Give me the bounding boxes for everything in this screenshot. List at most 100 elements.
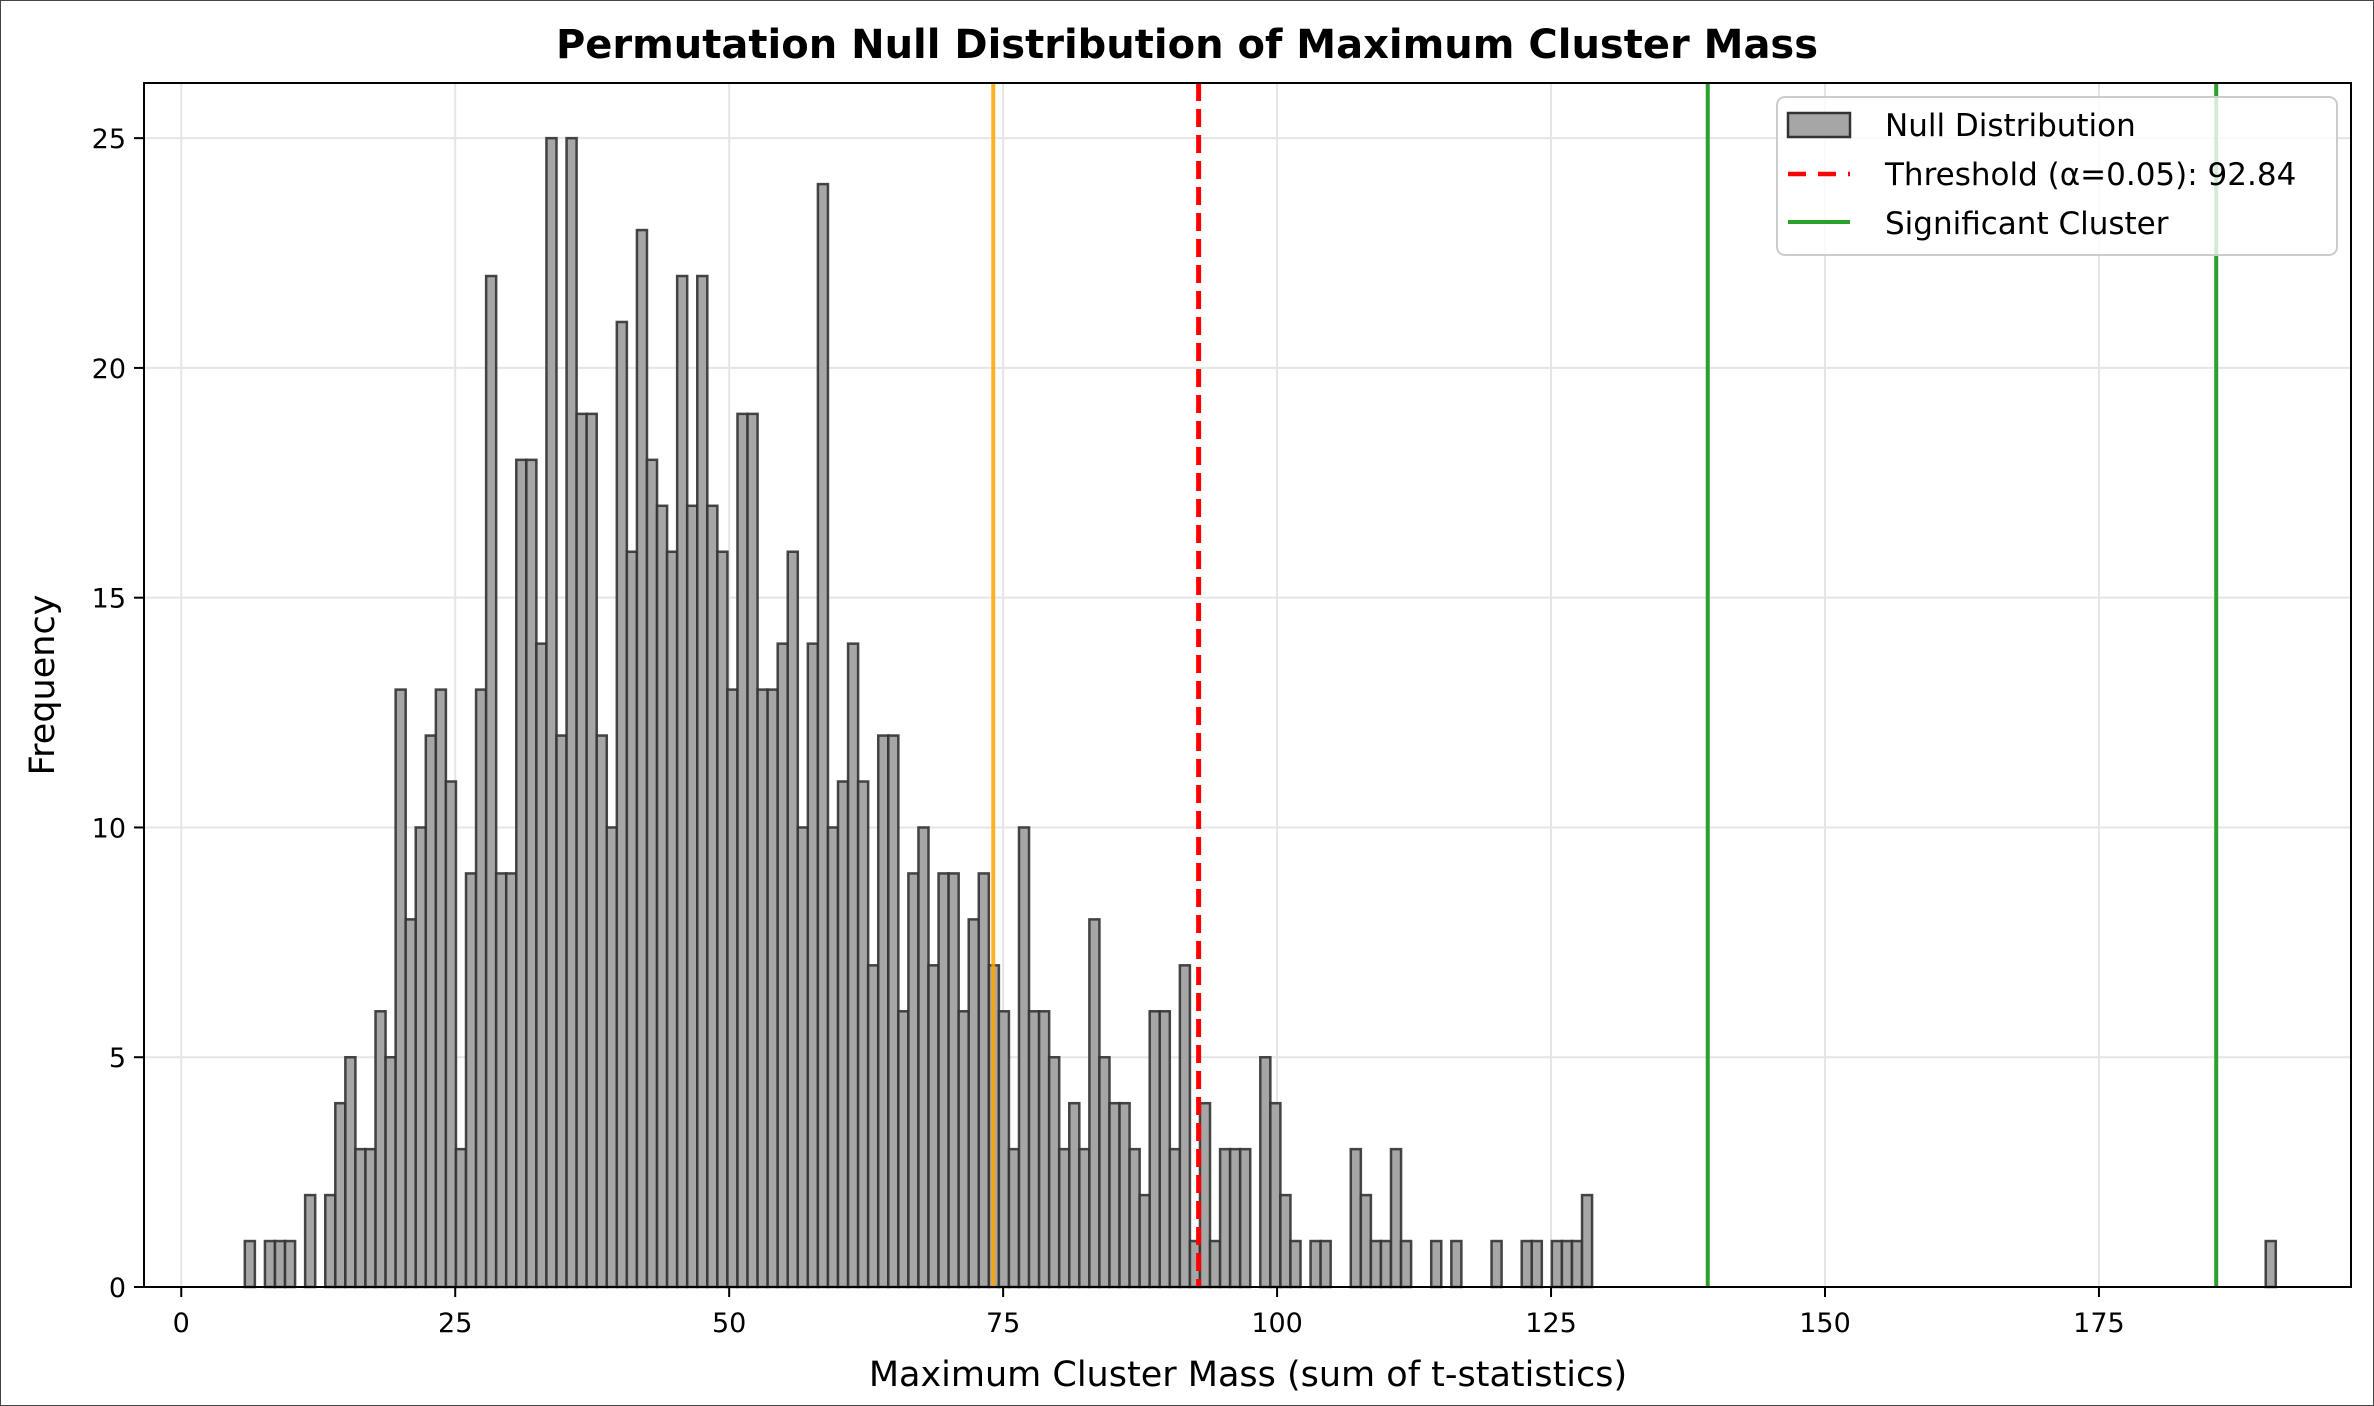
- histogram-bar: [1550, 1239, 1564, 1289]
- histogram-bar: [1108, 1101, 1121, 1289]
- histogram-bar: [504, 872, 518, 1289]
- histogram-bar: [334, 1101, 347, 1289]
- histogram-bar: [635, 228, 649, 1289]
- histogram-bar: [726, 688, 739, 1289]
- histogram-bar: [957, 1010, 970, 1289]
- histogram-bar: [1259, 1055, 1272, 1289]
- histogram-bar: [756, 688, 769, 1289]
- histogram-bar: [1359, 1193, 1373, 1289]
- histogram-bar: [484, 274, 498, 1289]
- histogram-bar: [1168, 1147, 1182, 1289]
- histogram-bar: [585, 412, 598, 1289]
- histogram-bar: [1198, 1101, 1212, 1289]
- histogram-bar: [1429, 1239, 1443, 1289]
- histogram-bar: [424, 734, 438, 1289]
- histogram-bar: [1560, 1239, 1574, 1289]
- x-tick-label: 175: [2073, 1308, 2125, 1339]
- histogram-bar: [1218, 1147, 1232, 1289]
- histogram-bar: [464, 872, 478, 1289]
- x-tick-label: 0: [173, 1308, 190, 1339]
- histogram-bar: [706, 504, 719, 1289]
- histogram-bar: [887, 734, 900, 1289]
- histogram-bar: [1228, 1147, 1242, 1289]
- histogram-bar: [1570, 1239, 1584, 1289]
- histogram-bar: [454, 1147, 468, 1289]
- chart-title: Permutation Null Distribution of Maximum…: [556, 22, 1818, 68]
- histogram-bar: [1068, 1101, 1081, 1289]
- histogram-bar: [967, 918, 981, 1289]
- histogram-bar: [1017, 826, 1031, 1289]
- histogram-bars: [243, 136, 2278, 1289]
- x-tick-label: 100: [1251, 1308, 1303, 1339]
- histogram-bar: [1238, 1147, 1252, 1289]
- histogram-bar: [766, 688, 779, 1289]
- histogram-bar: [283, 1239, 297, 1289]
- histogram-bar: [736, 412, 749, 1289]
- legend: Null Distribution Threshold (α=0.05): 92…: [1776, 96, 2338, 256]
- histogram-bar: [1349, 1147, 1363, 1289]
- histogram-bar: [1118, 1101, 1131, 1289]
- histogram-bar: [907, 872, 920, 1289]
- histogram-bar: [1369, 1239, 1383, 1289]
- histogram-bar: [846, 642, 860, 1289]
- histogram-bar: [1309, 1239, 1322, 1289]
- histogram-bar: [303, 1193, 317, 1289]
- histogram-bar: [977, 872, 991, 1289]
- histogram-bar: [515, 458, 528, 1289]
- legend-label-significant: Significant Cluster: [1885, 206, 2169, 242]
- histogram-bar: [474, 688, 488, 1289]
- histogram-bar: [1399, 1239, 1413, 1289]
- histogram-bar: [1490, 1239, 1503, 1289]
- histogram-bar: [525, 458, 538, 1289]
- histogram-bar: [595, 734, 609, 1289]
- histogram-bar: [1178, 964, 1192, 1289]
- histogram-bar: [927, 964, 940, 1289]
- x-tick-label: 50: [712, 1308, 746, 1339]
- histogram-bar: [565, 136, 578, 1289]
- histogram-bar: [826, 826, 840, 1289]
- histogram-bar: [1289, 1239, 1302, 1289]
- histogram-bar: [1057, 1147, 1071, 1289]
- y-tick-label: 25: [92, 124, 126, 155]
- histogram-bar: [625, 550, 639, 1289]
- histogram-bar: [1027, 1010, 1041, 1289]
- histogram-bar: [897, 1010, 910, 1289]
- histogram-bar: [354, 1147, 367, 1289]
- histogram-bar: [273, 1239, 287, 1289]
- histogram-bar: [344, 1055, 357, 1289]
- histogram-bar: [997, 1010, 1011, 1289]
- histogram-bar: [434, 688, 448, 1289]
- legend-label-threshold: Threshold (α=0.05): 92.84: [1884, 157, 2296, 193]
- histogram-bar: [876, 734, 890, 1289]
- histogram-bar: [786, 550, 800, 1289]
- histogram-bar: [917, 826, 930, 1289]
- histogram-bar: [1530, 1239, 1544, 1289]
- x-tick-label: 25: [438, 1308, 472, 1339]
- histogram-bar: [243, 1239, 257, 1289]
- histogram-bar: [1138, 1193, 1151, 1289]
- histogram-bar: [776, 642, 789, 1289]
- histogram-bar: [796, 826, 810, 1289]
- histogram-bar: [716, 550, 729, 1289]
- histogram-bar: [1389, 1147, 1403, 1289]
- histogram-bar: [555, 734, 568, 1289]
- histogram-bar: [605, 826, 619, 1289]
- axis-ticks: 0 25 50 75 100 125 150 175 0 5 10 15 20 25: [92, 124, 2125, 1339]
- x-tick-label: 125: [1525, 1308, 1577, 1339]
- x-tick-label: 150: [1799, 1308, 1851, 1339]
- histogram-bar: [1128, 1147, 1141, 1289]
- legend-patch-null: [1786, 111, 1852, 139]
- y-tick-label: 20: [92, 354, 126, 385]
- histogram-bar: [444, 780, 458, 1289]
- histogram-bar: [1580, 1193, 1594, 1289]
- histogram-bar: [1520, 1239, 1534, 1289]
- histogram-bar: [374, 1010, 387, 1289]
- histogram-bar: [937, 872, 950, 1289]
- histogram-bar: [1007, 1147, 1021, 1289]
- reference-lines: [991, 83, 2219, 1287]
- histogram-bar: [1279, 1193, 1292, 1289]
- histogram-bar: [1088, 918, 1101, 1289]
- histogram-bar: [404, 918, 417, 1289]
- histogram-bar: [675, 274, 689, 1289]
- histogram-bar: [1098, 1055, 1111, 1289]
